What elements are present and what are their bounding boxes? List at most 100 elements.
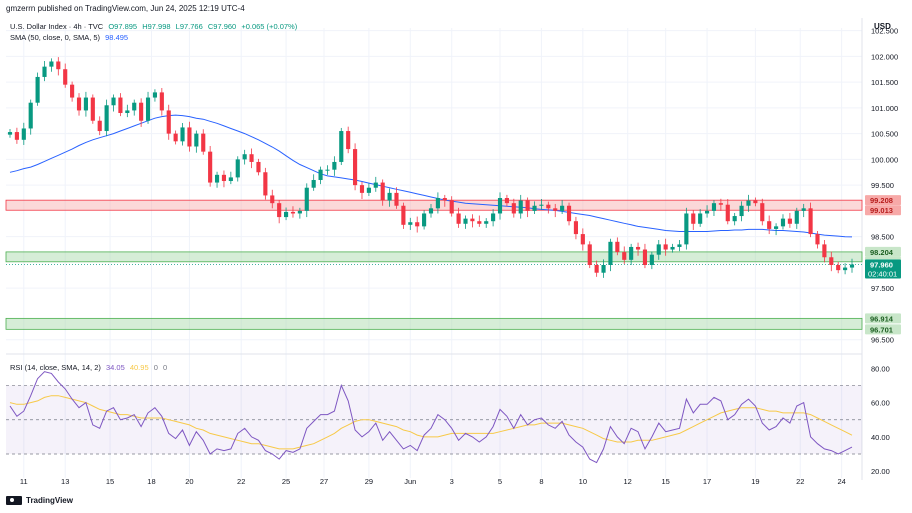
candle <box>753 197 758 207</box>
candle <box>56 57 61 76</box>
candle-body <box>14 132 19 140</box>
price-tick-label: 99.500 <box>871 181 894 190</box>
candle-body <box>201 133 206 152</box>
time-tick-label: 5 <box>498 477 502 486</box>
candle-body <box>601 264 606 273</box>
candle-body <box>339 131 344 162</box>
candle <box>525 197 530 218</box>
candle-body <box>173 133 178 142</box>
candle-body <box>394 192 399 206</box>
legend-high: H97.998 <box>142 22 171 31</box>
candle-body <box>836 264 841 271</box>
candle-body <box>608 241 613 265</box>
candle-body <box>235 159 240 178</box>
candle <box>304 183 309 218</box>
candle <box>518 194 523 219</box>
candle-body <box>83 97 88 111</box>
zone-resistance <box>5 199 863 211</box>
candle-body <box>166 110 171 134</box>
candle-body <box>801 208 806 211</box>
candle <box>622 246 627 264</box>
price-badges: 99.20899.01398.20498.01296.91496.70197.9… <box>865 195 901 335</box>
candle <box>97 116 102 136</box>
candle-body <box>497 198 503 214</box>
candle-body <box>297 210 302 214</box>
candle <box>187 121 192 152</box>
price-axis: 102.500 102.000 101.500 101.000 100.500 100.0… <box>871 27 898 345</box>
candle-body <box>283 211 289 218</box>
candle <box>843 263 848 275</box>
candle-body <box>380 182 385 201</box>
candle <box>346 126 351 154</box>
candle <box>180 123 185 146</box>
candle-body <box>21 128 26 140</box>
candle-body <box>670 246 675 250</box>
candle <box>49 58 54 72</box>
candle-body <box>463 218 468 224</box>
candle-body <box>635 246 641 250</box>
candle <box>698 209 703 227</box>
rsi-label[interactable]: RSI (14, close, SMA, 14, 2) <box>10 363 101 372</box>
symbol-title[interactable]: U.S. Dollar Index · 4h · TVC <box>10 22 104 31</box>
candle-body <box>546 204 551 209</box>
zone-bottom-badge-bg <box>865 205 901 216</box>
candle <box>442 194 447 207</box>
price-tick-label: 100.000 <box>871 155 898 164</box>
candle-body <box>725 204 730 222</box>
candle-body <box>704 210 710 214</box>
time-tick-label: 17 <box>703 477 711 486</box>
rsi-sma-value: 40.95 <box>129 363 149 372</box>
tradingview-logo-icon <box>6 496 22 505</box>
rsi-legend: RSI (14, close, SMA, 14, 2) 34.05 40.95 … <box>10 363 170 372</box>
currency-label[interactable]: USD <box>874 22 891 31</box>
candle <box>325 165 330 175</box>
candle <box>511 198 516 218</box>
candle <box>14 127 19 144</box>
candle-body <box>698 213 703 224</box>
candle <box>228 171 233 185</box>
zone-top-badge-bg <box>865 313 901 324</box>
candle <box>635 242 641 256</box>
candle-body <box>208 151 213 183</box>
candle <box>76 93 82 116</box>
candle <box>732 212 737 226</box>
candle <box>822 240 827 263</box>
rsi-tick-label: 20.00 <box>871 467 890 476</box>
candle-body <box>718 203 723 205</box>
candle <box>435 192 440 214</box>
candle <box>235 156 240 182</box>
rsi-sma-line <box>9 395 853 450</box>
candle-body <box>553 208 558 211</box>
legend-change: +0.065 (+0.07%) <box>241 22 298 31</box>
tradingview-footer[interactable]: TradingView <box>6 496 73 505</box>
candle-body <box>760 203 765 222</box>
candle-body <box>566 205 572 222</box>
time-tick-label: 11 <box>20 477 28 486</box>
sma-label[interactable]: SMA (50, close, 0, SMA, 5) <box>10 33 101 42</box>
candle-body <box>787 218 792 224</box>
candle <box>532 201 537 214</box>
candle-body <box>332 161 337 170</box>
candle <box>470 214 475 228</box>
legend-open: O97.895 <box>108 22 138 31</box>
candle <box>194 130 199 153</box>
countdown-badge: 02:40:01 <box>868 269 897 278</box>
candle-body <box>511 203 516 214</box>
candle-body <box>774 226 779 229</box>
candle-body <box>732 216 737 222</box>
candle-body <box>677 244 682 247</box>
candle <box>704 205 710 218</box>
candle <box>580 228 585 251</box>
price-tick-label: 97.500 <box>871 284 894 293</box>
time-tick-label: 18 <box>147 477 155 486</box>
candle <box>787 212 792 228</box>
candle <box>608 238 613 272</box>
candle <box>380 179 385 206</box>
candle-body <box>180 127 185 142</box>
time-tick-label: Jun <box>404 477 416 486</box>
rsi-tick-label: 80.00 <box>871 364 890 373</box>
candle <box>408 217 413 230</box>
candle <box>353 143 358 191</box>
candle <box>104 99 109 137</box>
